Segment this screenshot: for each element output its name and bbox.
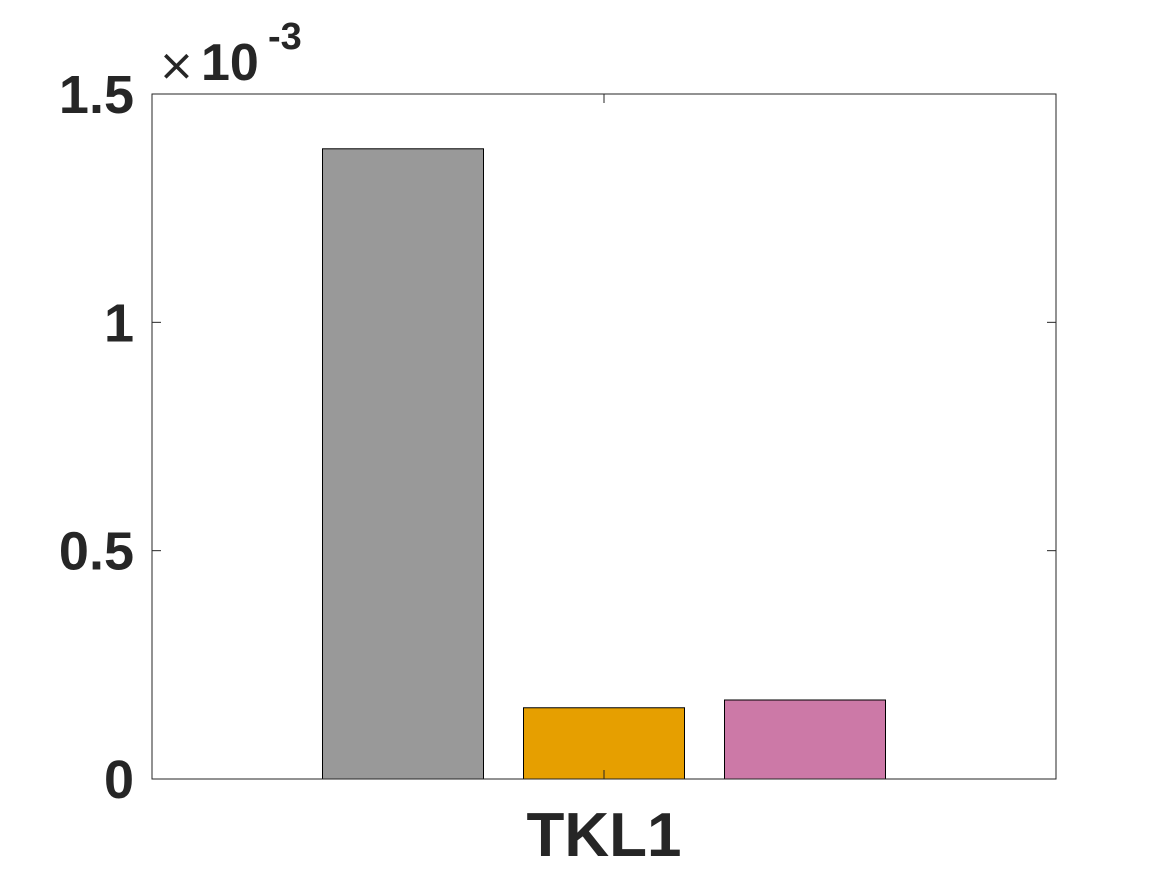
bars <box>322 148 886 780</box>
x-tick-label: TKL1 <box>527 801 682 870</box>
axes-box <box>151 93 1057 780</box>
y-tick-label: 0 <box>104 750 134 810</box>
plot-area <box>152 94 1056 779</box>
exponent-power: -3 <box>268 16 302 58</box>
exponent-times: × <box>158 40 195 91</box>
x-tick-labels: TKL1 <box>527 801 682 870</box>
bar-series-3 <box>724 699 886 780</box>
exponent-base: 10 <box>201 34 259 92</box>
y-tick-label: 1 <box>104 293 134 353</box>
y-tick-label: 1.5 <box>59 65 134 125</box>
bar-series-1 <box>322 148 484 780</box>
y-tick-label: 0.5 <box>59 522 134 582</box>
y-tick-labels: 0 0.5 1 1.5 <box>59 65 134 810</box>
bar-series-2 <box>523 707 685 780</box>
exponent-label: × 10 -3 <box>158 16 302 92</box>
